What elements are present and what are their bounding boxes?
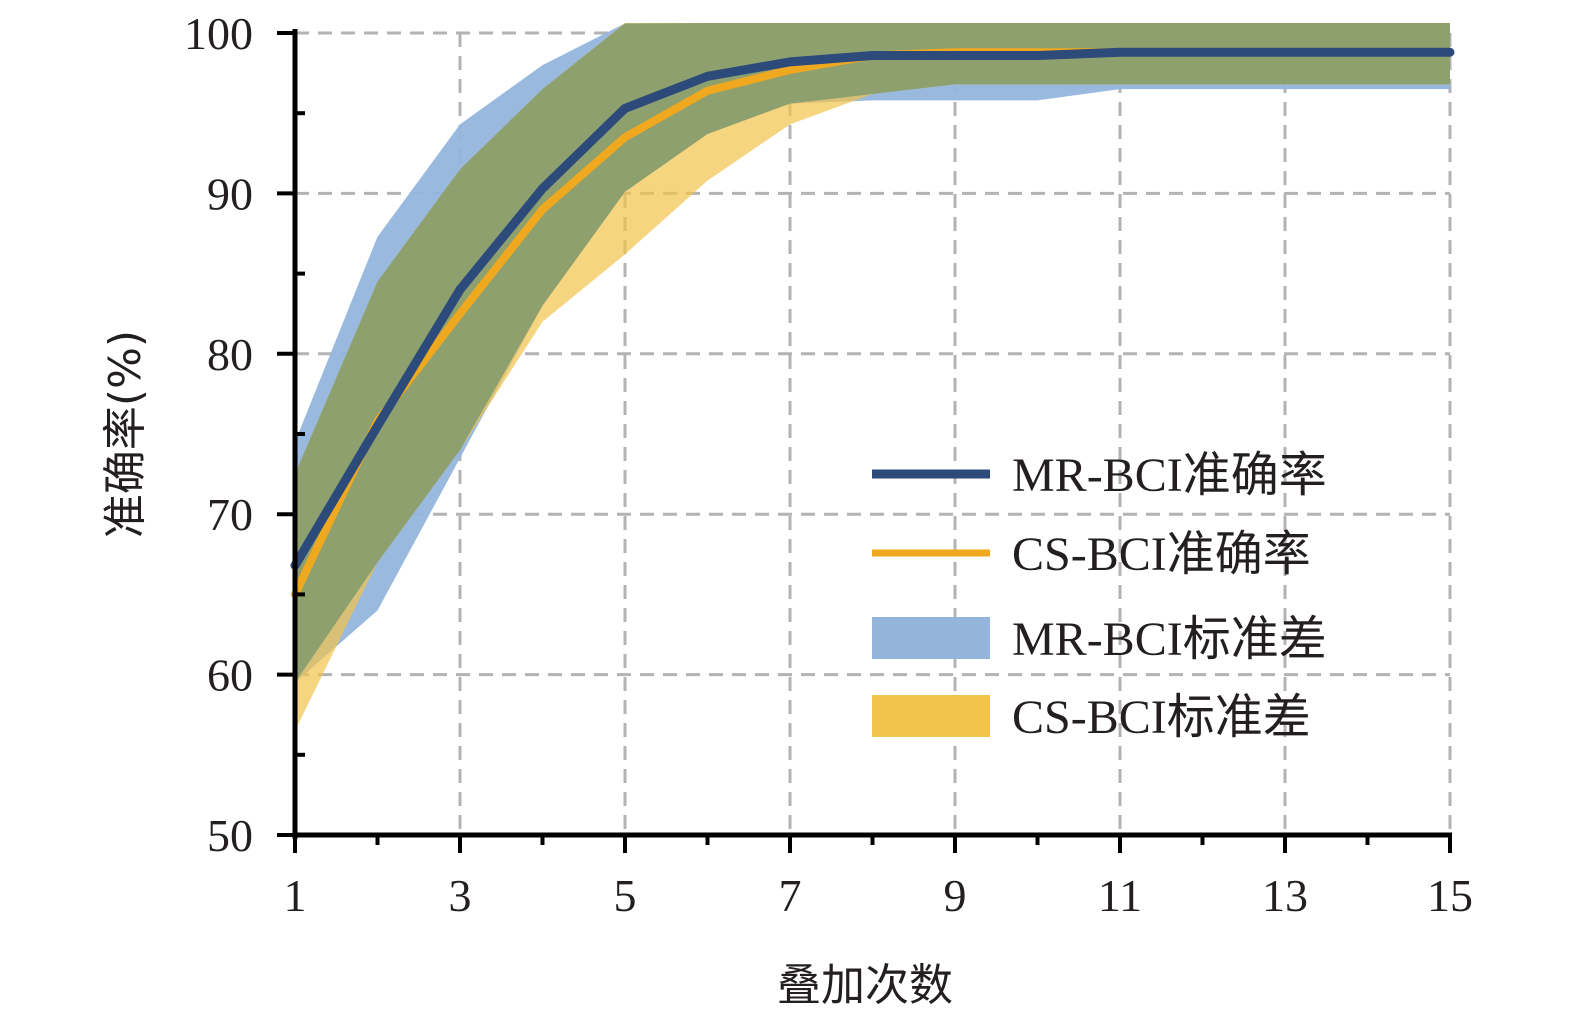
band-overlap [295, 23, 1450, 683]
legend-label-mr-bci-std: MR-BCI标准差 [1012, 613, 1327, 666]
x-tick-label: 7 [779, 870, 802, 921]
line-mr-bci-accuracy [290, 47, 1455, 571]
legend: MR-BCI准确率 CS-BCI准确率 MR-BCI标准差 CS-BCI标准差 [872, 449, 1327, 744]
std-bands [295, 23, 1450, 731]
legend-label-cs-bci-accuracy: CS-BCI准确率 [1012, 528, 1311, 581]
legend-label-mr-bci-accuracy: MR-BCI准确率 [1012, 449, 1327, 502]
x-tick-label: 11 [1098, 870, 1142, 921]
x-tick-label: 9 [944, 870, 967, 921]
legend-label-cs-bci-std: CS-BCI标准差 [1012, 691, 1311, 744]
y-tick-label: 90 [207, 168, 253, 219]
series-lines [290, 47, 1455, 599]
y-axis-title: 准确率(%) [100, 330, 151, 538]
x-axis-title: 叠加次数 [777, 960, 953, 1011]
y-tick-label: 60 [207, 650, 253, 701]
axes [277, 29, 1452, 853]
legend-swatch-cs-bci-std [872, 695, 990, 737]
x-tick-label: 15 [1427, 870, 1473, 921]
x-tick-label: 1 [284, 870, 307, 921]
x-tick-label: 13 [1262, 870, 1308, 921]
x-tick-label: 3 [449, 870, 472, 921]
y-tick-label: 70 [207, 489, 253, 540]
y-tick-label: 100 [184, 8, 253, 59]
y-tick-label: 50 [207, 810, 253, 861]
y-tick-label: 80 [207, 329, 253, 380]
legend-swatch-mr-bci-std [872, 617, 990, 659]
x-tick-label: 5 [614, 870, 637, 921]
